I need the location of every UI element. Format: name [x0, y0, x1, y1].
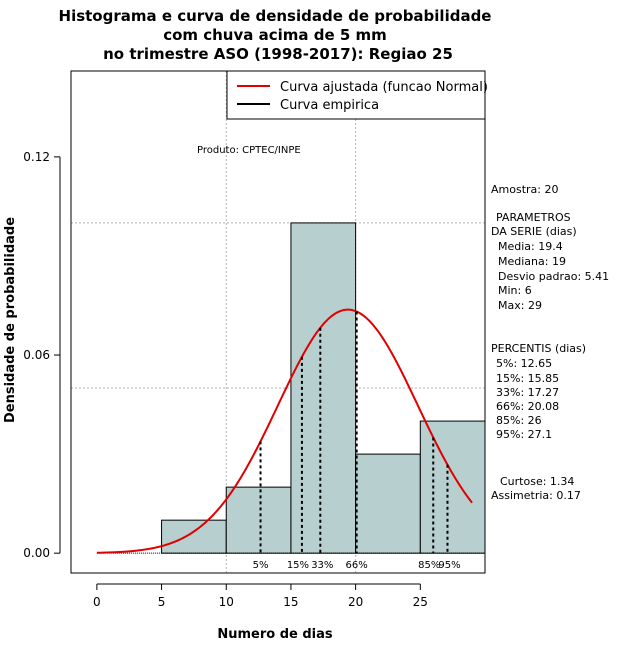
- percentile-label-85: 85%: [418, 560, 440, 571]
- stat-p85: 85%: 26: [496, 414, 542, 427]
- stat-min: Min: 6: [498, 284, 532, 297]
- percentile-label-66: 66%: [346, 560, 368, 571]
- stat-media: Media: 19.4: [498, 240, 563, 253]
- x-axis-label: Numero de dias: [217, 627, 333, 642]
- stat-perc-header: PERCENTIS (dias): [491, 342, 586, 355]
- histogram-bar: [225, 486, 292, 554]
- stats-panel: Amostra: 20 PARAMETROS DA SERIE (dias) M…: [491, 183, 609, 502]
- stat-param-header-1: PARAMETROS: [496, 211, 571, 224]
- stat-p15: 15%: 15.85: [496, 372, 559, 385]
- y-tick-label-0: 0.00: [23, 546, 50, 560]
- stat-param-header-2: DA SERIE (dias): [491, 225, 577, 238]
- percentile-label-95: 95%: [438, 560, 460, 571]
- normal-curve: [96, 308, 473, 554]
- legend-label-empirical: Curva empirica: [280, 98, 379, 113]
- grid-lines: [71, 71, 485, 573]
- chart-title-line-1: Histograma e curva de densidade de proba…: [59, 7, 492, 25]
- x-tick-label-10: 10: [219, 595, 234, 609]
- percentile-lines: 5% 15% 33% 66% 85%95%: [253, 311, 461, 571]
- x-tick-label-5: 5: [158, 595, 166, 609]
- stat-p95: 95%: 27.1: [496, 428, 552, 441]
- histogram-bars: [96, 222, 486, 554]
- stat-desvio: Desvio padrao: 5.41: [498, 270, 609, 283]
- histogram-bar: [355, 453, 421, 554]
- percentile-label-15: 15%: [287, 560, 309, 571]
- chart-title-line-3: no trimestre ASO (1998-2017): Regiao 25: [103, 45, 453, 63]
- histogram-bar: [161, 519, 227, 554]
- stat-assimetria: Assimetria: 0.17: [491, 489, 581, 502]
- x-tick-label-20: 20: [348, 595, 363, 609]
- histogram-bar: [290, 222, 357, 554]
- stat-p5: 5%: 12.65: [496, 357, 552, 370]
- y-tick-label-1: 0.06: [23, 348, 50, 362]
- x-tick-label-15: 15: [283, 595, 298, 609]
- legend: Curva ajustada (funcao Normal) Curva emp…: [226, 70, 488, 120]
- stat-p66: 66%: 20.08: [496, 400, 559, 413]
- normal-curve-layer: [96, 308, 473, 554]
- y-axis-label: Densidade de probabilidade: [3, 217, 18, 423]
- stat-curtose: Curtose: 1.34: [500, 475, 574, 488]
- legend-label-normal: Curva ajustada (funcao Normal): [280, 80, 488, 95]
- x-tick-label-0: 0: [93, 595, 101, 609]
- stat-amostra: Amostra: 20: [491, 183, 558, 196]
- percentile-label-5: 5%: [253, 560, 269, 571]
- stat-p33: 33%: 17.27: [496, 386, 559, 399]
- stat-max: Max: 29: [498, 299, 542, 312]
- y-tick-label-2: 0.12: [23, 150, 50, 164]
- axes: 0 5 10 15 20 25 0.00 0.06 0.12: [23, 150, 428, 609]
- percentile-label-33: 33%: [311, 560, 333, 571]
- histogram-bar: [419, 420, 486, 554]
- product-annotation: Produto: CPTEC/INPE: [197, 145, 301, 156]
- legend-box: [226, 70, 486, 120]
- chart-title-line-2: com chuva acima de 5 mm: [163, 26, 387, 44]
- x-tick-label-25: 25: [413, 595, 428, 609]
- stat-mediana: Mediana: 19: [498, 255, 566, 268]
